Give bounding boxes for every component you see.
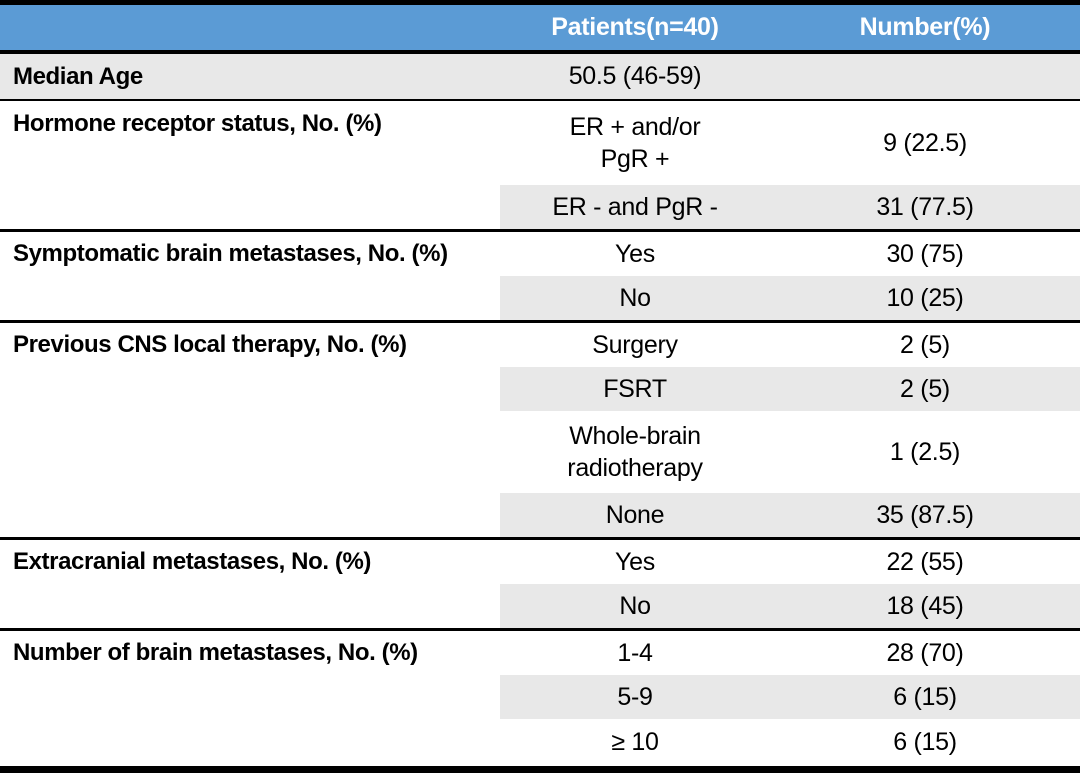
category-value: ER + and/or PgR + xyxy=(569,112,701,174)
table-row-extracranial-no: No 18 (45) xyxy=(0,584,1080,628)
table-row-brainmets-10plus: ≥ 10 6 (15) xyxy=(0,719,1080,766)
header-empty-cell xyxy=(0,5,500,50)
category-label xyxy=(0,719,500,766)
category-value: Whole-brain radiotherapy xyxy=(567,421,703,483)
category-value: No xyxy=(500,584,770,628)
category-value: ER - and PgR - xyxy=(500,185,770,229)
category-label: Extracranial metastases, No. (%) xyxy=(13,548,372,575)
table-header-row: Patients(n=40) Number(%) xyxy=(0,5,1080,54)
category-label: Median Age xyxy=(0,54,500,99)
category-number: 1 (2.5) xyxy=(889,437,961,466)
table-row-hormone-er-negative: ER - and PgR - 31 (77.5) xyxy=(0,185,1080,229)
category-number: 10 (25) xyxy=(770,276,1080,320)
category-number: 6 (15) xyxy=(893,728,957,756)
category-label: Hormone receptor status, No. (%) xyxy=(13,110,382,137)
category-number: 9 (22.5) xyxy=(883,128,967,157)
category-value: No xyxy=(500,276,770,320)
table-row-cns-none: None 35 (87.5) xyxy=(0,493,1080,537)
category-number xyxy=(770,54,1080,99)
category-number: 6 (15) xyxy=(770,675,1080,719)
category-number: 28 (70) xyxy=(886,638,964,667)
category-number: 35 (87.5) xyxy=(770,493,1080,537)
category-number: 31 (77.5) xyxy=(770,185,1080,229)
category-label xyxy=(0,367,500,411)
table-row-brainmets-1-4: Number of brain metastases, No. (%) 1-4 … xyxy=(0,628,1080,675)
category-value: Yes xyxy=(615,547,655,576)
table-row-cns-fsrt: FSRT 2 (5) xyxy=(0,367,1080,411)
category-label: Previous CNS local therapy, No. (%) xyxy=(13,331,407,358)
category-label xyxy=(0,675,500,719)
category-number: 2 (5) xyxy=(770,367,1080,411)
category-value: 1-4 xyxy=(617,638,653,667)
category-number: 2 (5) xyxy=(900,330,950,359)
table-row-symptomatic-yes: Symptomatic brain metastases, No. (%) Ye… xyxy=(0,229,1080,276)
category-label: Symptomatic brain metastases, No. (%) xyxy=(13,240,448,267)
table-row-extracranial-yes: Extracranial metastases, No. (%) Yes 22 … xyxy=(0,537,1080,584)
category-label xyxy=(0,185,500,229)
category-label xyxy=(0,584,500,628)
category-label xyxy=(0,493,500,537)
category-value: 50.5 (46-59) xyxy=(500,54,770,99)
column-header-number: Number(%) xyxy=(859,13,991,41)
category-value: 5-9 xyxy=(500,675,770,719)
table-row-cns-wbrt: Whole-brain radiotherapy 1 (2.5) xyxy=(0,411,1080,493)
category-value: Surgery xyxy=(592,330,678,359)
table-row-brainmets-5-9: 5-9 6 (15) xyxy=(0,675,1080,719)
category-value: FSRT xyxy=(500,367,770,411)
table-row-symptomatic-no: No 10 (25) xyxy=(0,276,1080,320)
table-row-hormone-er-positive: Hormone receptor status, No. (%) ER + an… xyxy=(0,99,1080,185)
category-value: ≥ 10 xyxy=(611,728,659,757)
table-row-cns-surgery: Previous CNS local therapy, No. (%) Surg… xyxy=(0,320,1080,367)
table-row-median-age: Median Age 50.5 (46-59) xyxy=(0,54,1080,99)
category-number: 22 (55) xyxy=(886,547,964,576)
category-label xyxy=(0,411,500,493)
category-number: 18 (45) xyxy=(770,584,1080,628)
category-number: 30 (75) xyxy=(886,239,964,268)
category-label: Number of brain metastases, No. (%) xyxy=(13,639,418,666)
category-value: None xyxy=(500,493,770,537)
category-value: Yes xyxy=(615,239,655,268)
column-header-patients: Patients(n=40) xyxy=(551,13,719,41)
category-label xyxy=(0,276,500,320)
